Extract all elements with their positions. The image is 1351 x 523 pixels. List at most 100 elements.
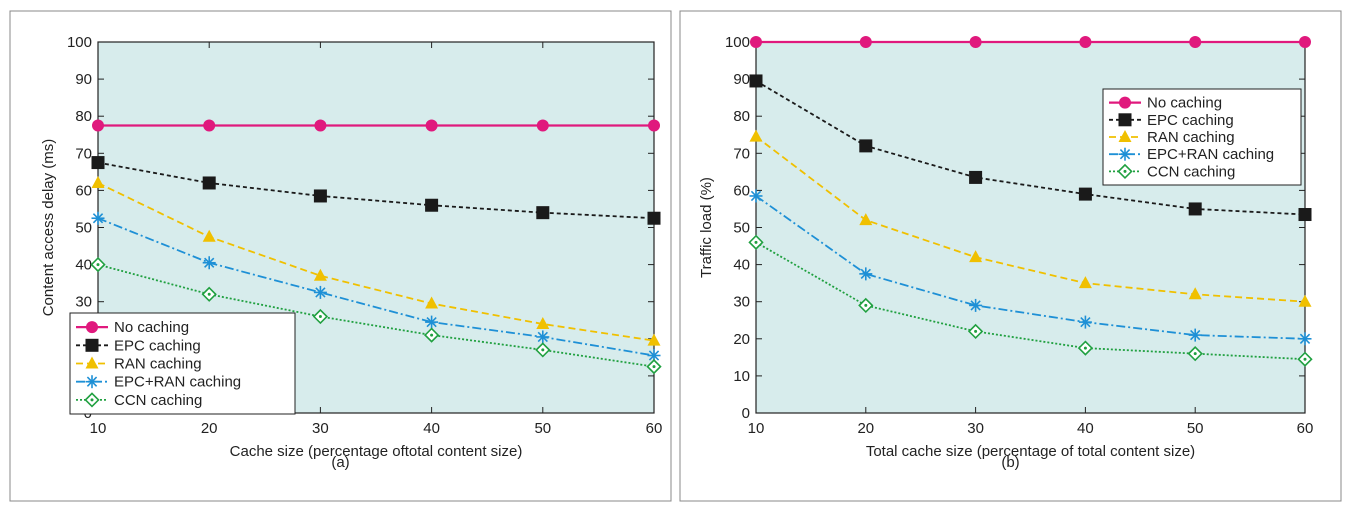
data-point xyxy=(1187,346,1203,362)
x-tick-label: 10 xyxy=(748,420,765,437)
series-epc-caching xyxy=(749,74,1312,222)
legend-entry: EPC caching xyxy=(76,337,201,354)
series-no-caching xyxy=(92,119,660,132)
data-point xyxy=(749,189,763,203)
data-point xyxy=(1079,36,1092,48)
data-point xyxy=(425,315,439,329)
legend-entry: EPC+RAN caching xyxy=(1109,146,1274,163)
data-point xyxy=(90,256,106,273)
data-point xyxy=(91,211,105,225)
data-point xyxy=(312,308,329,325)
y-tick-label: 90 xyxy=(733,71,750,88)
x-tick-label: 40 xyxy=(1077,420,1094,437)
data-point xyxy=(859,267,873,281)
legend-entry: EPC caching xyxy=(1109,112,1234,129)
data-point xyxy=(749,129,763,142)
data-point xyxy=(859,213,873,226)
legend-label: EPC caching xyxy=(1147,112,1234,129)
legend-label: No caching xyxy=(1147,95,1222,112)
data-point xyxy=(969,298,983,312)
y-tick-label: 70 xyxy=(733,145,750,162)
data-point xyxy=(536,119,549,132)
legend-entry: No caching xyxy=(76,319,189,336)
legend-label: CCN caching xyxy=(1147,163,1235,180)
data-point xyxy=(1189,36,1202,48)
data-point xyxy=(202,176,216,190)
y-tick-label: 60 xyxy=(75,182,92,199)
series-line xyxy=(755,80,1306,216)
data-point xyxy=(1188,287,1202,300)
data-point xyxy=(202,256,216,270)
data-point xyxy=(1298,332,1312,346)
series-epc-caching xyxy=(91,156,661,225)
x-tick-label: 30 xyxy=(967,420,984,437)
data-point xyxy=(859,36,872,48)
series-line xyxy=(97,217,655,357)
y-tick-label: 100 xyxy=(725,34,750,51)
legend-label: CCN caching xyxy=(114,392,202,409)
data-point xyxy=(202,229,216,242)
y-tick-label: 80 xyxy=(75,108,92,125)
data-point xyxy=(646,358,662,375)
legend-label: No caching xyxy=(114,319,189,336)
legend-entry: CCN caching xyxy=(1109,163,1235,180)
chart-panel-a: 0102030405060708090100102030405060Cache … xyxy=(9,10,672,502)
y-tick-label: 100 xyxy=(67,34,92,51)
y-tick-label: 50 xyxy=(733,220,750,237)
x-tick-label: 20 xyxy=(201,420,218,437)
data-point xyxy=(969,36,982,48)
data-point xyxy=(92,119,104,132)
data-point xyxy=(647,211,661,225)
panel-caption: (a) xyxy=(331,454,349,471)
legend-entry: No caching xyxy=(1109,95,1222,112)
data-point xyxy=(750,36,762,48)
data-point xyxy=(1078,276,1092,289)
legend-label: EPC+RAN caching xyxy=(1147,146,1274,163)
data-point xyxy=(425,119,438,132)
data-point xyxy=(91,156,105,170)
legend-label: RAN caching xyxy=(114,356,202,373)
data-point xyxy=(313,268,327,281)
data-point xyxy=(1078,187,1092,201)
data-point xyxy=(201,286,217,302)
y-axis-label: Traffic load (%) xyxy=(698,177,715,278)
data-point xyxy=(314,119,327,132)
data-point xyxy=(313,189,327,203)
panel-caption: (b) xyxy=(1001,454,1019,471)
y-tick-label: 60 xyxy=(733,182,750,199)
y-tick-label: 50 xyxy=(75,220,92,237)
y-tick-label: 40 xyxy=(733,257,750,274)
x-tick-label: 50 xyxy=(1187,420,1204,437)
y-axis-label: Content access delay (ms) xyxy=(40,139,57,317)
data-point xyxy=(1299,36,1311,48)
data-point xyxy=(1297,351,1313,367)
x-tick-label: 60 xyxy=(1297,420,1314,437)
y-tick-label: 80 xyxy=(733,108,750,125)
series-line xyxy=(97,182,655,342)
y-tick-label: 90 xyxy=(75,71,92,88)
series-no-caching xyxy=(750,36,1311,48)
data-point xyxy=(536,316,550,329)
data-point xyxy=(203,119,216,132)
series-ran-caching xyxy=(91,175,661,346)
series-line xyxy=(755,241,1306,361)
data-point xyxy=(1298,294,1312,307)
y-tick-label: 30 xyxy=(733,294,750,311)
legend-label: RAN caching xyxy=(1147,129,1235,146)
series-line xyxy=(97,263,655,368)
data-point xyxy=(969,250,983,263)
series-ccn-caching xyxy=(748,234,1313,367)
data-point xyxy=(425,198,439,212)
series-line xyxy=(755,195,1306,340)
data-point xyxy=(647,333,661,346)
x-tick-label: 20 xyxy=(857,420,874,437)
data-point xyxy=(1298,208,1312,222)
data-point xyxy=(425,296,439,309)
data-point xyxy=(536,330,550,344)
data-point xyxy=(648,119,660,132)
legend-entry: EPC+RAN caching xyxy=(76,374,241,391)
data-point xyxy=(749,74,763,88)
x-axis-label: Total cache size (percentage of total co… xyxy=(866,443,1195,460)
